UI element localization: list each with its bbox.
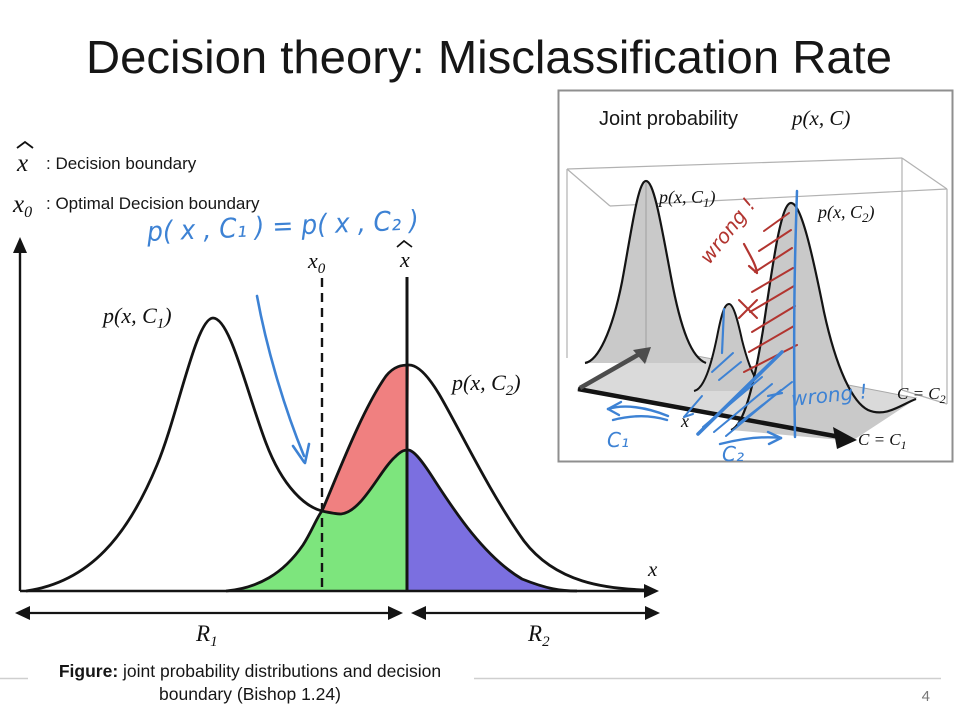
c2-hand-label: C₂ [722, 442, 744, 466]
inset-c-eq-c2-label: C = C2 [897, 384, 946, 406]
region2-label: R2 [527, 621, 550, 650]
pxc2-curve-label: p(x, C2) [450, 370, 521, 399]
figure-caption-line2: boundary (Bishop 1.24) [159, 684, 341, 704]
figure-caption-line1: Figure: joint probability distributions … [59, 661, 441, 681]
x-axis-label: x [647, 557, 658, 581]
inset-pxc1-label: p(x, C1) [657, 187, 716, 210]
inset-title-text: Joint probability [599, 108, 738, 130]
pxc2-3d-bump [730, 201, 917, 441]
caption-background [28, 655, 474, 707]
xhat-line-hat-accent [396, 239, 413, 248]
xhat-definition: : Decision boundary [46, 154, 197, 173]
blue-boundary-marks [683, 189, 799, 439]
pxc1-curve-label: p(x, C1) [101, 303, 172, 332]
wrong-red-arrow [742, 242, 759, 275]
inset-pxc2-label: p(x, C2) [816, 202, 875, 225]
pxc1-curve [25, 316, 578, 593]
page-title: Decision theory: Misclassification Rate [86, 31, 892, 83]
inset-x-axis-arrowhead [833, 427, 857, 449]
x0-symbol: x0 [12, 191, 32, 221]
x-axis-arrowhead [644, 584, 659, 598]
x0-definition: : Optimal Decision boundary [46, 194, 260, 213]
pxc1-3d-bump [584, 179, 707, 365]
c2-hand-arrow [718, 430, 783, 446]
inset-panel: Joint probability p(x, C) [557, 89, 954, 466]
red-error-region [322, 365, 409, 514]
xhat-symbol: x [16, 150, 28, 177]
xhat-line-label: x [399, 247, 410, 272]
handwritten-arrow [255, 294, 311, 465]
c1-hand-label: C₁ [607, 428, 629, 452]
r1-left-arrowhead [15, 606, 30, 620]
r2-left-arrowhead [411, 606, 426, 620]
red-hatching [738, 212, 798, 373]
r1-right-arrowhead [388, 606, 403, 620]
inset-c-eq-c1-label: C = C1 [858, 430, 907, 452]
y-axis-arrowhead [13, 237, 27, 253]
wireframe-box [566, 157, 948, 405]
boundary-legend: x : Decision boundary x0 : Optimal Decis… [12, 140, 260, 221]
pxc2-curve [225, 363, 649, 593]
xhat-hat-accent [16, 140, 34, 149]
inset-title-math: p(x, C) [790, 106, 850, 130]
inset-x-axis [577, 386, 841, 440]
blue-error-region [408, 450, 577, 591]
main-figure: p(x, C1) p(x, C2) x x0 x R1 R2 [13, 237, 660, 650]
inset-c-axis [578, 350, 645, 390]
region1-label: R1 [195, 621, 218, 650]
inset-c-axis-arrowhead [633, 347, 651, 364]
x0-line-label: x0 [307, 248, 326, 277]
r2-right-arrowhead [645, 606, 660, 620]
inset-x-label: x [680, 411, 689, 431]
c1-hand-arrow [606, 400, 670, 422]
page-number: 4 [922, 688, 930, 705]
